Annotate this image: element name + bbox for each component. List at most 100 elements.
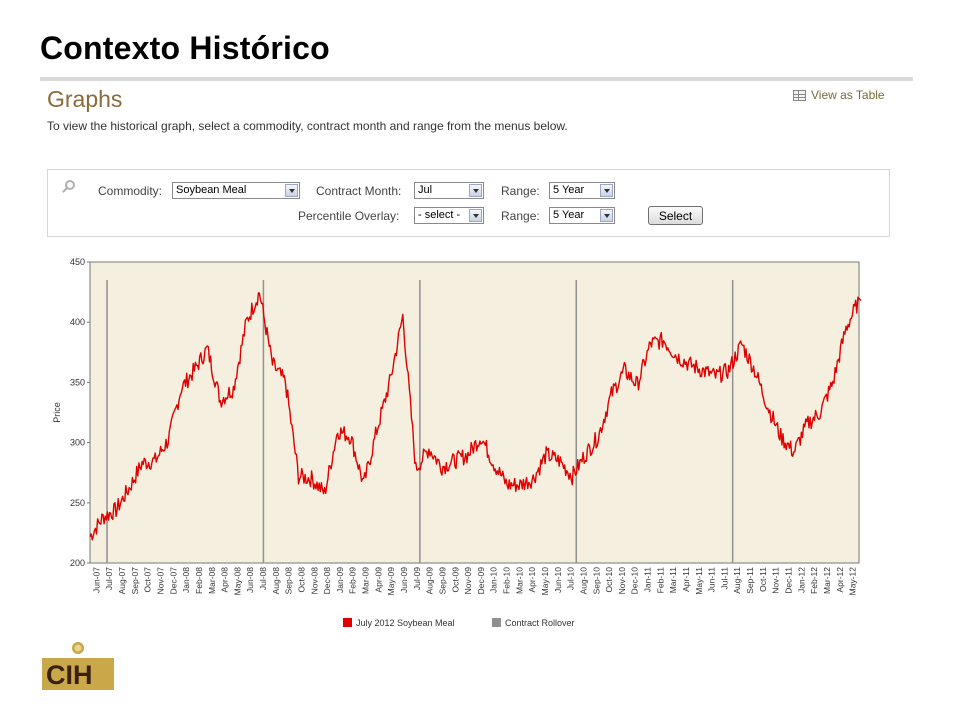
svg-text:CIH: CIH: [46, 660, 93, 690]
price-chart: 200 250 300 350 400 450 Jun-07 Jul-07 Aug-07 Sep…: [52, 257, 862, 628]
x-tick-label: Apr-12: [835, 567, 845, 593]
x-tick-label: Aug-08: [271, 567, 281, 595]
percentile-overlay-value: - select -: [418, 209, 461, 221]
y-tick-label: 400: [70, 317, 85, 327]
x-tick-label: May-09: [386, 567, 396, 596]
x-tick-label: Jun-08: [245, 567, 255, 593]
x-tick-label: Feb-12: [809, 567, 819, 594]
table-icon: [793, 89, 806, 101]
cih-logo: CIH: [42, 642, 114, 690]
percentile-overlay-label: Percentile Overlay:: [298, 209, 400, 223]
x-tick-label: Feb-11: [655, 567, 665, 594]
contract-month-select[interactable]: Jul: [414, 182, 484, 199]
percentile-overlay-select[interactable]: - select -: [414, 207, 484, 224]
intro-text: To view the historical graph, select a c…: [47, 119, 568, 133]
filter-panel: Commodity: Soybean Meal Contract Month: …: [47, 169, 890, 237]
chevron-down-icon[interactable]: [469, 209, 482, 222]
select-button[interactable]: Select: [648, 206, 703, 225]
view-as-table-link[interactable]: View as Table: [793, 88, 885, 102]
x-tick-label: Jul-07: [104, 567, 114, 590]
x-tick-label: Dec-11: [784, 567, 794, 594]
y-tick-label: 250: [70, 498, 85, 508]
view-as-table-label[interactable]: View as Table: [811, 88, 885, 102]
x-tick-label: Mar-12: [822, 567, 832, 594]
x-tick-label: Nov-10: [617, 567, 627, 595]
x-tick-label: Jan-11: [643, 567, 653, 593]
x-tick-label: Mar-09: [361, 567, 371, 594]
x-tick-label: Dec-08: [322, 567, 332, 595]
x-tick-label: Jan-10: [489, 567, 499, 593]
chevron-down-icon[interactable]: [469, 184, 482, 197]
series-line-soybean-meal: [89, 292, 862, 541]
x-tick-label: Mar-11: [668, 567, 678, 594]
plot-area: [89, 261, 860, 564]
x-tick-label: Nov-09: [463, 567, 473, 595]
x-tick-label: Mar-08: [207, 567, 217, 594]
x-tick-label: Jan-09: [335, 567, 345, 593]
rollover-lines: [106, 280, 734, 563]
x-tick-label: May-12: [848, 567, 858, 596]
contract-month-value: Jul: [418, 184, 433, 196]
legend-swatch-series: [343, 618, 352, 627]
x-tick-label: Dec-07: [168, 567, 178, 595]
commodity-label: Commodity:: [98, 184, 163, 198]
x-tick-label: Jul-08: [258, 567, 268, 590]
x-tick-label: Nov-07: [155, 567, 165, 595]
y-axis-label: Price: [52, 402, 62, 423]
legend-label-series: July 2012 Soybean Meal: [356, 618, 455, 628]
x-tick-label: Sep-09: [437, 567, 447, 595]
y-tick-label: 300: [70, 438, 85, 448]
section-heading: Graphs: [47, 86, 123, 112]
y-tick-label: 450: [70, 257, 85, 267]
contract-month-label: Contract Month:: [316, 184, 402, 198]
x-tick-label: Aug-09: [425, 567, 435, 595]
x-tick-label: Sep-11: [745, 567, 755, 594]
range-select[interactable]: 5 Year: [549, 182, 615, 199]
x-tick-label: Aug-10: [578, 567, 588, 595]
title-divider: [40, 77, 913, 81]
x-tick-label: Apr-09: [373, 567, 383, 593]
legend-label-rollover: Contract Rollover: [505, 618, 575, 628]
x-tick-label: Jun-11: [707, 567, 717, 593]
range2-label: Range:: [501, 209, 540, 223]
range2-value: 5 Year: [553, 209, 585, 221]
chevron-down-icon[interactable]: [600, 184, 613, 197]
x-tick-label: Apr-11: [681, 567, 691, 592]
chevron-down-icon[interactable]: [600, 209, 613, 222]
x-tick-label: Dec-09: [476, 567, 486, 595]
x-tick-label: Oct-07: [143, 567, 153, 593]
x-tick-label: May-10: [540, 567, 550, 596]
x-tick-label: Oct-09: [450, 567, 460, 593]
x-tick-label: Jul-11: [719, 567, 729, 590]
x-tick-label: Jan-08: [181, 567, 191, 593]
x-tick-label: Mar-10: [514, 567, 524, 594]
x-tick-label: Oct-11: [758, 567, 768, 592]
range-label: Range:: [501, 184, 540, 198]
x-tick-label: Nov-08: [309, 567, 319, 595]
x-tick-label: Sep-08: [284, 567, 294, 595]
x-tick-label: May-11: [694, 567, 704, 595]
x-tick-label: Sep-10: [591, 567, 601, 595]
x-tick-label: Jun-10: [553, 567, 563, 593]
slide-title: Contexto Histórico: [40, 30, 330, 66]
chevron-down-icon[interactable]: [285, 184, 298, 197]
x-tick-label: Aug-07: [117, 567, 127, 595]
range-value: 5 Year: [553, 184, 585, 196]
y-tick-label: 350: [70, 377, 85, 387]
y-tick-label: 200: [70, 558, 85, 568]
search-icon: [62, 180, 76, 194]
x-tick-label: Feb-09: [348, 567, 358, 594]
x-tick-label: Jun-09: [399, 567, 409, 593]
range2-select[interactable]: 5 Year: [549, 207, 615, 224]
commodity-select[interactable]: Soybean Meal: [172, 182, 300, 199]
x-tick-label: Oct-10: [604, 567, 614, 593]
x-tick-label: Jan-12: [796, 567, 806, 593]
x-tick-label: Feb-08: [194, 567, 204, 594]
y-axis: 200 250 300 350 400 450: [70, 257, 90, 568]
legend-swatch-rollover: [492, 618, 501, 627]
x-tick-label: May-08: [232, 567, 242, 596]
x-tick-label: Apr-10: [527, 567, 537, 593]
x-tick-label: Sep-07: [130, 567, 140, 595]
x-tick-label: Apr-08: [220, 567, 230, 593]
x-axis: Jun-07 Jul-07 Aug-07 Sep-07 Oct-07 Nov-07 Dec-…: [91, 567, 857, 596]
